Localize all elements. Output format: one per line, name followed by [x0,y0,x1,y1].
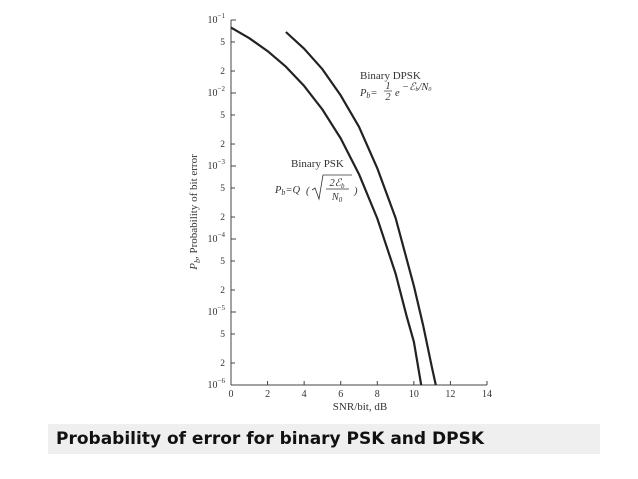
x-tick-label: 12 [445,389,455,400]
svg-text:1: 1 [385,81,390,92]
y-axis-subscript: b [193,259,202,263]
svg-text:Pb=Q: Pb=Q [274,185,301,197]
axes [230,20,487,386]
y-minor-label: 2 [220,213,225,223]
chart-area: 0 2 4 6 8 10 12 14 10−1 10−2 10−3 10−4 10−5 10−6 5 2 5 2 5… [188,12,492,413]
svg-text:): ) [353,186,358,197]
y-decade-label: 10−5 [208,304,226,318]
y-minor-label: 2 [220,67,225,77]
figure-caption: Probability of error for binary PSK and … [48,424,600,454]
y-minor-label: 5 [220,38,225,48]
psk-annotation-title: Binary PSK [291,158,344,170]
y-minor-label: 5 [220,184,225,194]
y-axis-rest: , Probability of bit error [188,154,200,259]
x-tick-label: 0 [229,389,234,400]
y-axis-title: Pb, Probability of bit error [188,154,202,271]
y-minor-label: 2 [220,140,225,150]
dpsk-annotation-title: Binary DPSK [360,70,421,82]
y-decade-label: 10−3 [208,158,226,172]
y-minor-label: 5 [220,111,225,121]
bit-error-probability-chart: 0 2 4 6 8 10 12 1410−110−210−310−410−510−652525… [188,12,492,413]
y-minor-label: 5 [220,257,225,267]
y-decade-label: 10−4 [208,231,226,245]
dpsk-formula: Pb= 1 2 e −ℰb/N0 [359,81,431,103]
svg-text:e: e [395,88,400,99]
y-axis-symbol: P [188,263,200,271]
x-tick-label: 8 [375,389,380,400]
y-minor-label: 2 [220,359,225,369]
x-tick-label: 14 [482,389,492,400]
x-tick-label: 4 [302,389,307,400]
x-tick-label: 2 [265,389,270,400]
y-decade-label: 10−1 [208,12,226,26]
x-axis-title: SNR/bit, dB [333,401,387,413]
ticks: 0 2 4 6 8 10 12 1410−110−210−310−410−510−652525… [208,12,492,400]
series-line-binary-dpsk [285,31,437,386]
svg-text:Pb=: Pb= [359,88,378,100]
svg-text:−ℰb/N0: −ℰb/N0 [402,82,431,93]
y-decade-label: 10−2 [208,85,226,99]
svg-text:(: ( [306,186,311,197]
x-tick-label: 10 [409,389,419,400]
y-minor-label: 5 [220,330,225,340]
series-lines [230,26,437,386]
svg-text:2ℰb: 2ℰb [329,178,345,190]
psk-formula: Pb=Q ( 2ℰb N0 ) [274,174,358,204]
x-tick-label: 6 [338,389,343,400]
svg-text:2: 2 [385,92,391,103]
svg-text:N0: N0 [331,192,343,204]
y-minor-label: 2 [220,286,225,296]
y-decade-label: 10−6 [208,377,226,391]
series-line-binary-psk [230,26,423,386]
